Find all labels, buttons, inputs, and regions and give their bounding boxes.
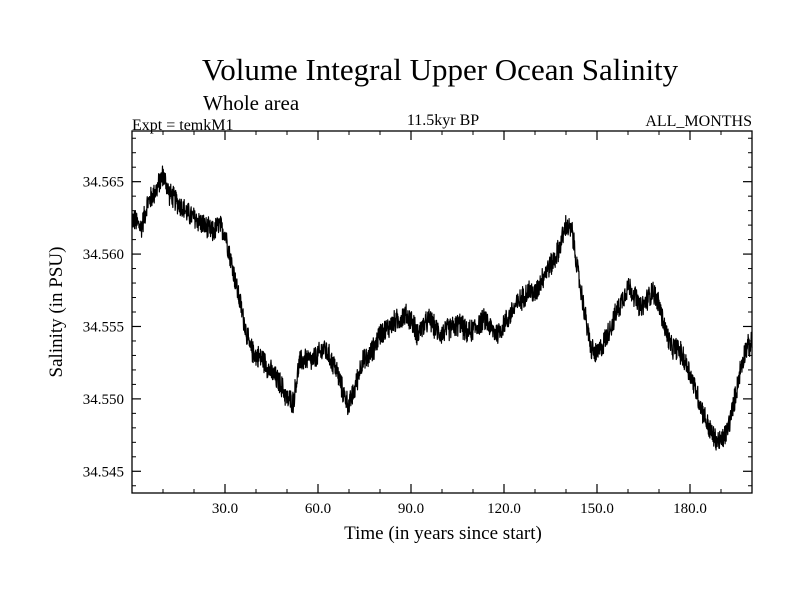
y-tick-label: 34.560 (83, 247, 124, 263)
chart-title: Volume Integral Upper Ocean Salinity (202, 52, 679, 87)
series-line-salinity (131, 165, 753, 451)
y-axis: 34.545 34.550 34.555 34.560 34.565 (83, 137, 752, 487)
x-axis: 30.0 60.0 90.0 120.0 150.0 180.0 (162, 131, 722, 517)
y-tick-label: 34.565 (83, 175, 124, 191)
x-tick-label: 30.0 (212, 501, 238, 517)
x-tick-label: 90.0 (398, 501, 424, 517)
months-label: ALL_MONTHS (645, 113, 752, 130)
x-tick-label: 60.0 (305, 501, 331, 517)
chart-subtitle: Whole area (203, 91, 300, 115)
x-tick-label: 120.0 (487, 501, 521, 517)
y-tick-label: 34.545 (83, 464, 124, 480)
y-axis-label: Salinity (in PSU) (46, 247, 67, 378)
x-tick-label: 150.0 (580, 501, 614, 517)
y-tick-label: 34.555 (83, 319, 124, 335)
period-label: 11.5kyr BP (407, 112, 479, 129)
plot-area (131, 130, 753, 494)
experiment-label: Expt = temkM1 (132, 117, 233, 134)
y-tick-label: 34.550 (83, 392, 124, 408)
x-axis-label: Time (in years since start) (344, 523, 542, 544)
x-tick-label: 180.0 (673, 501, 707, 517)
